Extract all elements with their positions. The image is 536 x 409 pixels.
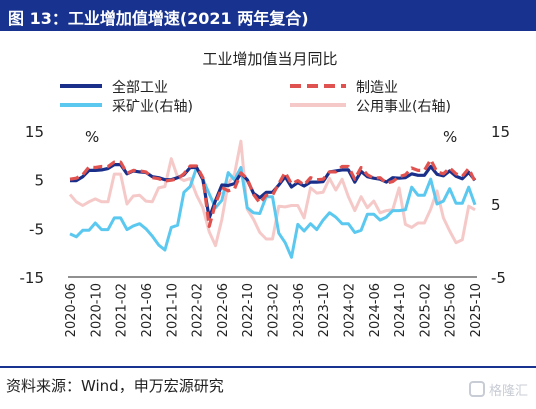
- series-line-manufacturing: [69, 158, 477, 228]
- left-axis-ticks: 15 5 -5 -15: [20, 123, 45, 287]
- x-tick-label: 2021-02: [115, 283, 130, 337]
- legend-label-utilities: 公用事业(右轴): [356, 99, 451, 115]
- right-tick-label: -5: [491, 269, 506, 287]
- left-tick-label: 15: [25, 123, 44, 141]
- left-tick-label: -15: [20, 269, 45, 287]
- x-tick-label: 2025-02: [418, 283, 433, 337]
- legend-label-mining: 采矿业(右轴): [112, 99, 193, 115]
- series-line-mining: [69, 166, 477, 259]
- plot-area: [68, 139, 477, 278]
- x-tick-label: 2024-10: [393, 283, 408, 337]
- left-tick-label: -5: [29, 220, 44, 238]
- x-tick-label: 2022-02: [191, 283, 206, 337]
- legend-label-manufacturing: 制造业: [356, 80, 398, 96]
- x-tick-label: 2023-10: [317, 283, 332, 337]
- x-tick-label: 2022-10: [241, 283, 256, 337]
- footer-rule: [0, 366, 536, 368]
- left-tick-label: 5: [34, 172, 44, 190]
- chart-title: 工业增加值当月同比: [202, 50, 337, 68]
- figure-header: 图 13：工业增加值增速(2021 两年复合): [0, 0, 536, 31]
- x-tick-label: 2025-06: [444, 283, 459, 337]
- watermark: 格隆汇: [468, 378, 528, 400]
- source-note: 资料来源：Wind，申万宏源研究: [6, 377, 224, 395]
- x-tick-label: 2020-06: [64, 283, 79, 337]
- x-tick-label: 2021-06: [140, 283, 155, 337]
- x-tick-label: 2020-10: [89, 283, 104, 337]
- x-axis-ticks: 2020-06 2020-10 2021-02 2021-06 2021-10 2022-…: [64, 283, 484, 337]
- right-axis-unit: %: [443, 128, 457, 146]
- series-line-utilities: [68, 139, 476, 248]
- x-tick-label: 2022-06: [216, 283, 231, 337]
- right-tick-label: 15: [491, 123, 510, 141]
- figure-title: 图 13：工业增加值增速(2021 两年复合): [8, 9, 309, 28]
- right-tick-label: 5: [491, 196, 501, 214]
- x-tick-label: 2023-06: [292, 283, 307, 337]
- x-tick-label: 2025-10: [469, 283, 484, 337]
- x-tick-label: 2021-10: [165, 283, 180, 337]
- watermark-text: 格隆汇: [488, 383, 528, 399]
- legend-label-total: 全部工业: [112, 79, 168, 96]
- x-tick-label: 2023-02: [267, 283, 282, 337]
- x-tick-label: 2024-02: [342, 283, 357, 337]
- x-tick-label: 2024-06: [368, 283, 383, 337]
- watermark-logo-icon: [468, 381, 485, 397]
- footer: 资料来源：Wind，申万宏源研究 格隆汇: [0, 366, 536, 409]
- legend: 全部工业 制造业 采矿业(右轴) 公用事业(右轴): [60, 79, 451, 115]
- right-axis-ticks: 15 5 -5: [491, 123, 510, 287]
- left-axis-unit: %: [85, 128, 99, 146]
- chart: 工业增加值当月同比 全部工业 制造业 采矿业(右轴) 公用事业(右轴) % % …: [20, 50, 511, 337]
